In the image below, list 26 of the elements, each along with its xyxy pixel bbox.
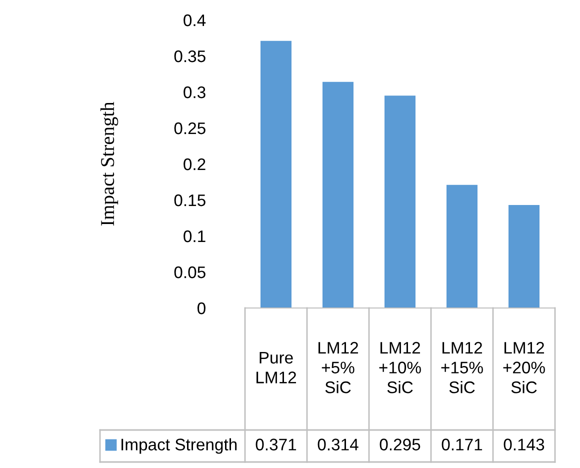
y-tick-label: 0.25 <box>174 122 206 134</box>
data-label: 0.314 <box>318 438 358 450</box>
bar <box>446 184 478 308</box>
x-tick-label: Pure LM12 <box>256 352 296 384</box>
bar <box>322 82 354 308</box>
y-tick-label: 0.35 <box>174 50 206 62</box>
x-tick-label: LM12+5% SiC <box>318 342 358 394</box>
y-tick-label: 0.05 <box>174 266 206 278</box>
data-label: 0.371 <box>256 438 296 450</box>
x-tick-label: LM12+20% SiC <box>503 342 545 394</box>
bar <box>384 96 416 308</box>
x-tick-label: LM12+10% SiC <box>379 342 421 394</box>
bar <box>508 205 540 308</box>
y-tick-label: 0.2 <box>184 158 206 170</box>
y-tick-label: 0.15 <box>174 194 206 206</box>
y-axis-title: Impact Strength <box>100 102 118 226</box>
bar <box>260 40 292 308</box>
data-label: 0.295 <box>380 438 420 450</box>
x-tick-label: LM12+15% SiC <box>441 342 483 394</box>
data-label: 0.171 <box>442 438 482 450</box>
y-tick-label: 0.1 <box>184 230 206 242</box>
y-tick-label: 0.4 <box>184 14 206 26</box>
y-tick-label: 0.3 <box>184 86 206 98</box>
data-label: 0.143 <box>504 438 544 450</box>
legend-label: Impact Strength <box>122 438 237 454</box>
y-tick-label: 0 <box>197 302 206 314</box>
